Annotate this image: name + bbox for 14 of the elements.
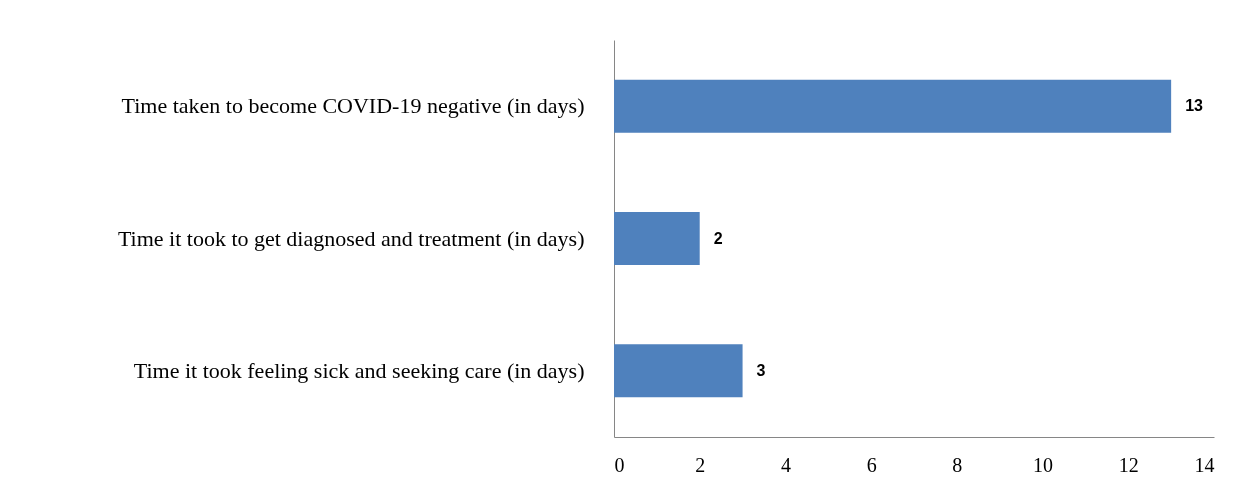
data-label: 13 — [1185, 97, 1204, 115]
data-label: 2 — [713, 229, 723, 247]
x-tick-label: 6 — [866, 453, 877, 476]
x-tick-label: 12 — [1118, 453, 1139, 476]
data-label: 3 — [756, 361, 766, 379]
x-tick-label: 4 — [780, 453, 791, 476]
x-tick-label: 14 — [1194, 453, 1215, 476]
y-tick-label: Time it took to get diagnosed and treatment (in days) — [117, 225, 585, 251]
x-tick-label: 10 — [1033, 453, 1054, 476]
y-tick-label: Time it took feeling sick and seeking care (in days) — [133, 357, 585, 383]
x-tick-label: 8 — [952, 453, 963, 476]
x-tick-label: 2 — [695, 453, 706, 476]
x-tick-label: 0 — [614, 453, 625, 476]
y-tick-label: Time taken to become COVID-19 negative (in days) — [121, 93, 585, 119]
